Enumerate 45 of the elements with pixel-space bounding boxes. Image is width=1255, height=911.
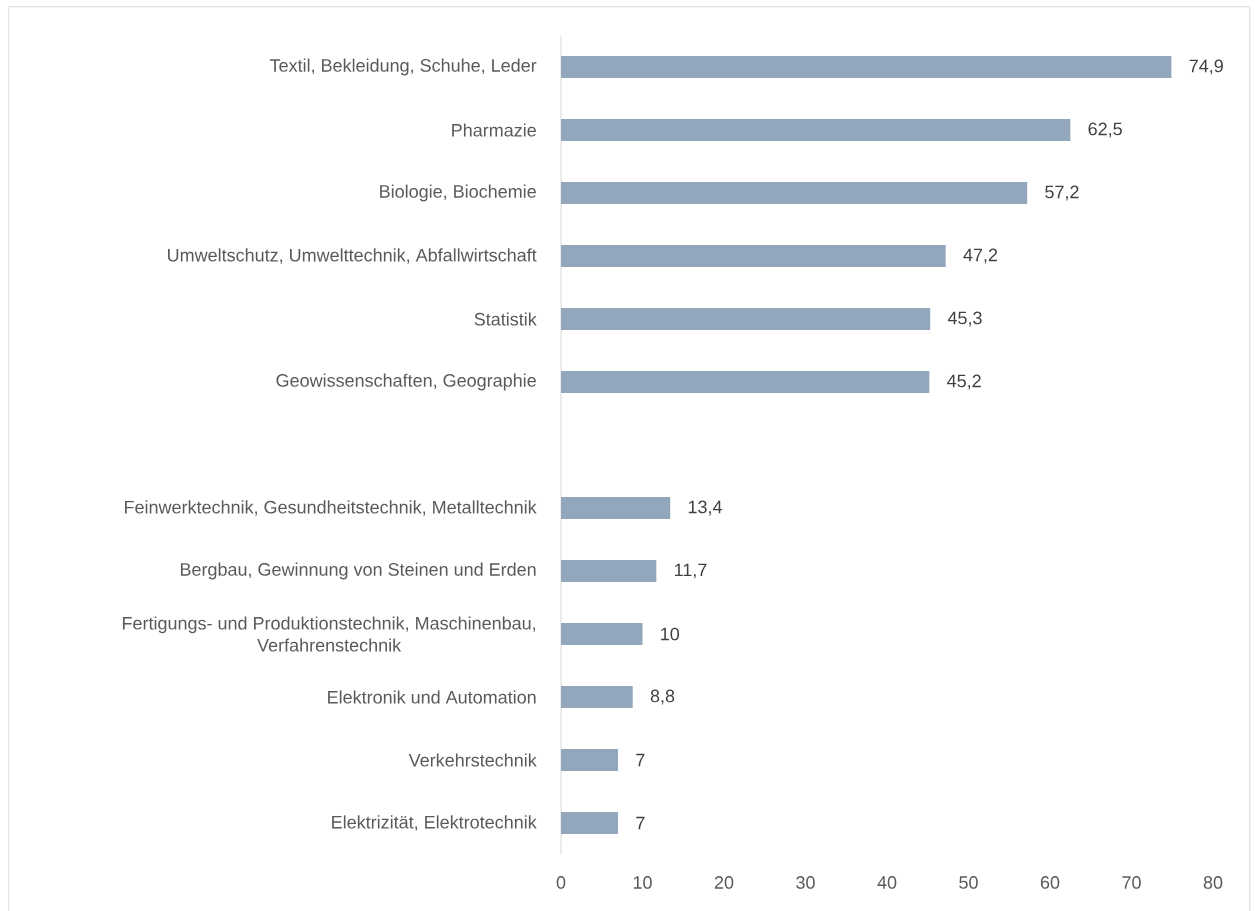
data-label: 7: [636, 753, 645, 767]
y-tick-label: Fertigungs- und Produktionstechnik, Maschinenbau, Verfahrenstechnik: [122, 616, 536, 652]
data-label: 13,4: [688, 500, 722, 516]
x-tick-label: 80: [1203, 876, 1223, 889]
x-tick-label: 50: [959, 876, 978, 889]
bar: [561, 686, 633, 709]
y-tick-label: Textil, Bekleidung, Schuhe, Leder: [269, 58, 537, 76]
y-tick-label: Pharmazie: [452, 123, 536, 137]
data-label: 62,5: [1088, 122, 1122, 138]
data-label: 8,8: [650, 689, 675, 705]
data-label: 11,7: [675, 563, 707, 579]
data-label: 10: [661, 627, 680, 641]
x-tick-label: 70: [1122, 876, 1141, 889]
y-tick-label: Verkehrstechnik: [408, 753, 537, 767]
y-tick-label: Elektrizität, Elektrotechnik: [332, 815, 537, 831]
x-tick-label: 60: [1040, 876, 1060, 889]
bar: [561, 119, 1071, 142]
x-tick-label: 30: [796, 876, 815, 889]
bar: [561, 497, 671, 520]
bar: [561, 623, 643, 646]
data-label: 57,2: [1045, 185, 1079, 201]
y-tick-label: Bergbau, Gewinnung von Steinen und Erden: [180, 562, 536, 580]
data-label: 74,9: [1189, 59, 1223, 75]
x-tick-label: 40: [877, 876, 897, 889]
bar: [561, 812, 619, 835]
x-tick-label: 10: [633, 876, 652, 889]
y-tick-label: Statistik: [474, 312, 537, 326]
y-tick-label: Feinwerktechnik, Gesundheitstechnik, Metalltechnik: [125, 500, 537, 516]
bar: [561, 182, 1028, 205]
y-tick-label: Umweltschutz, Umwelttechnik, Abfallwirtschaft: [168, 248, 537, 264]
data-label: 45,3: [947, 311, 982, 327]
y-tick-label: Elektronik und Automation: [328, 690, 536, 704]
data-label: 45,2: [947, 374, 981, 390]
y-tick-label: Biologie, Biochemie: [380, 184, 536, 202]
y-tick-label: Geowissenschaften, Geographie: [276, 373, 536, 391]
bar: [561, 371, 930, 394]
bar: [561, 308, 931, 331]
bar: [561, 56, 1172, 78]
data-label: 47,2: [963, 248, 998, 264]
bar: [561, 749, 619, 772]
bar: [561, 560, 657, 583]
data-label: 7: [636, 816, 645, 830]
x-tick-label: 0: [556, 876, 566, 889]
bar: [561, 245, 946, 268]
x-tick-label: 20: [714, 876, 734, 889]
